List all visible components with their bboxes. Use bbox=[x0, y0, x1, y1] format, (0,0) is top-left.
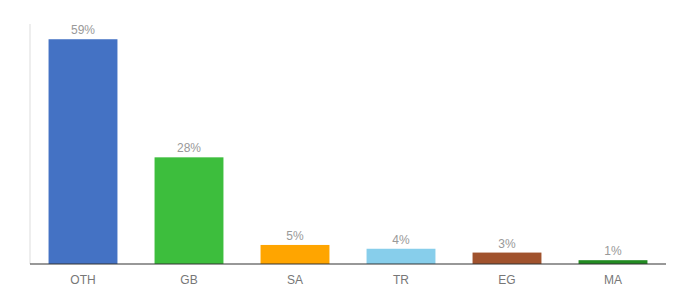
bar bbox=[49, 39, 118, 264]
data-label: 28% bbox=[177, 141, 201, 155]
x-tick-label: EG bbox=[498, 273, 515, 287]
x-tick-label: TR bbox=[393, 273, 409, 287]
data-label: 59% bbox=[71, 23, 95, 37]
data-label: 3% bbox=[498, 237, 516, 251]
bar bbox=[367, 249, 436, 264]
bar bbox=[155, 157, 224, 264]
bar bbox=[261, 245, 330, 264]
y-axis-line bbox=[30, 24, 31, 264]
bars bbox=[49, 39, 648, 264]
x-tick-label: GB bbox=[180, 273, 197, 287]
chart: 59% 28% 5% 4% 3% 1% OTH GB SA TR EG MA bbox=[0, 0, 680, 300]
data-label: 4% bbox=[392, 233, 410, 247]
bar bbox=[473, 253, 542, 264]
data-label: 5% bbox=[286, 229, 304, 243]
x-tick-label: MA bbox=[604, 273, 622, 287]
chart-container: 59% 28% 5% 4% 3% 1% OTH GB SA TR EG MA bbox=[0, 0, 680, 300]
x-tick-label: SA bbox=[287, 273, 303, 287]
x-axis-line bbox=[30, 263, 666, 264]
data-label: 1% bbox=[604, 244, 622, 258]
x-tick-label: OTH bbox=[70, 273, 95, 287]
